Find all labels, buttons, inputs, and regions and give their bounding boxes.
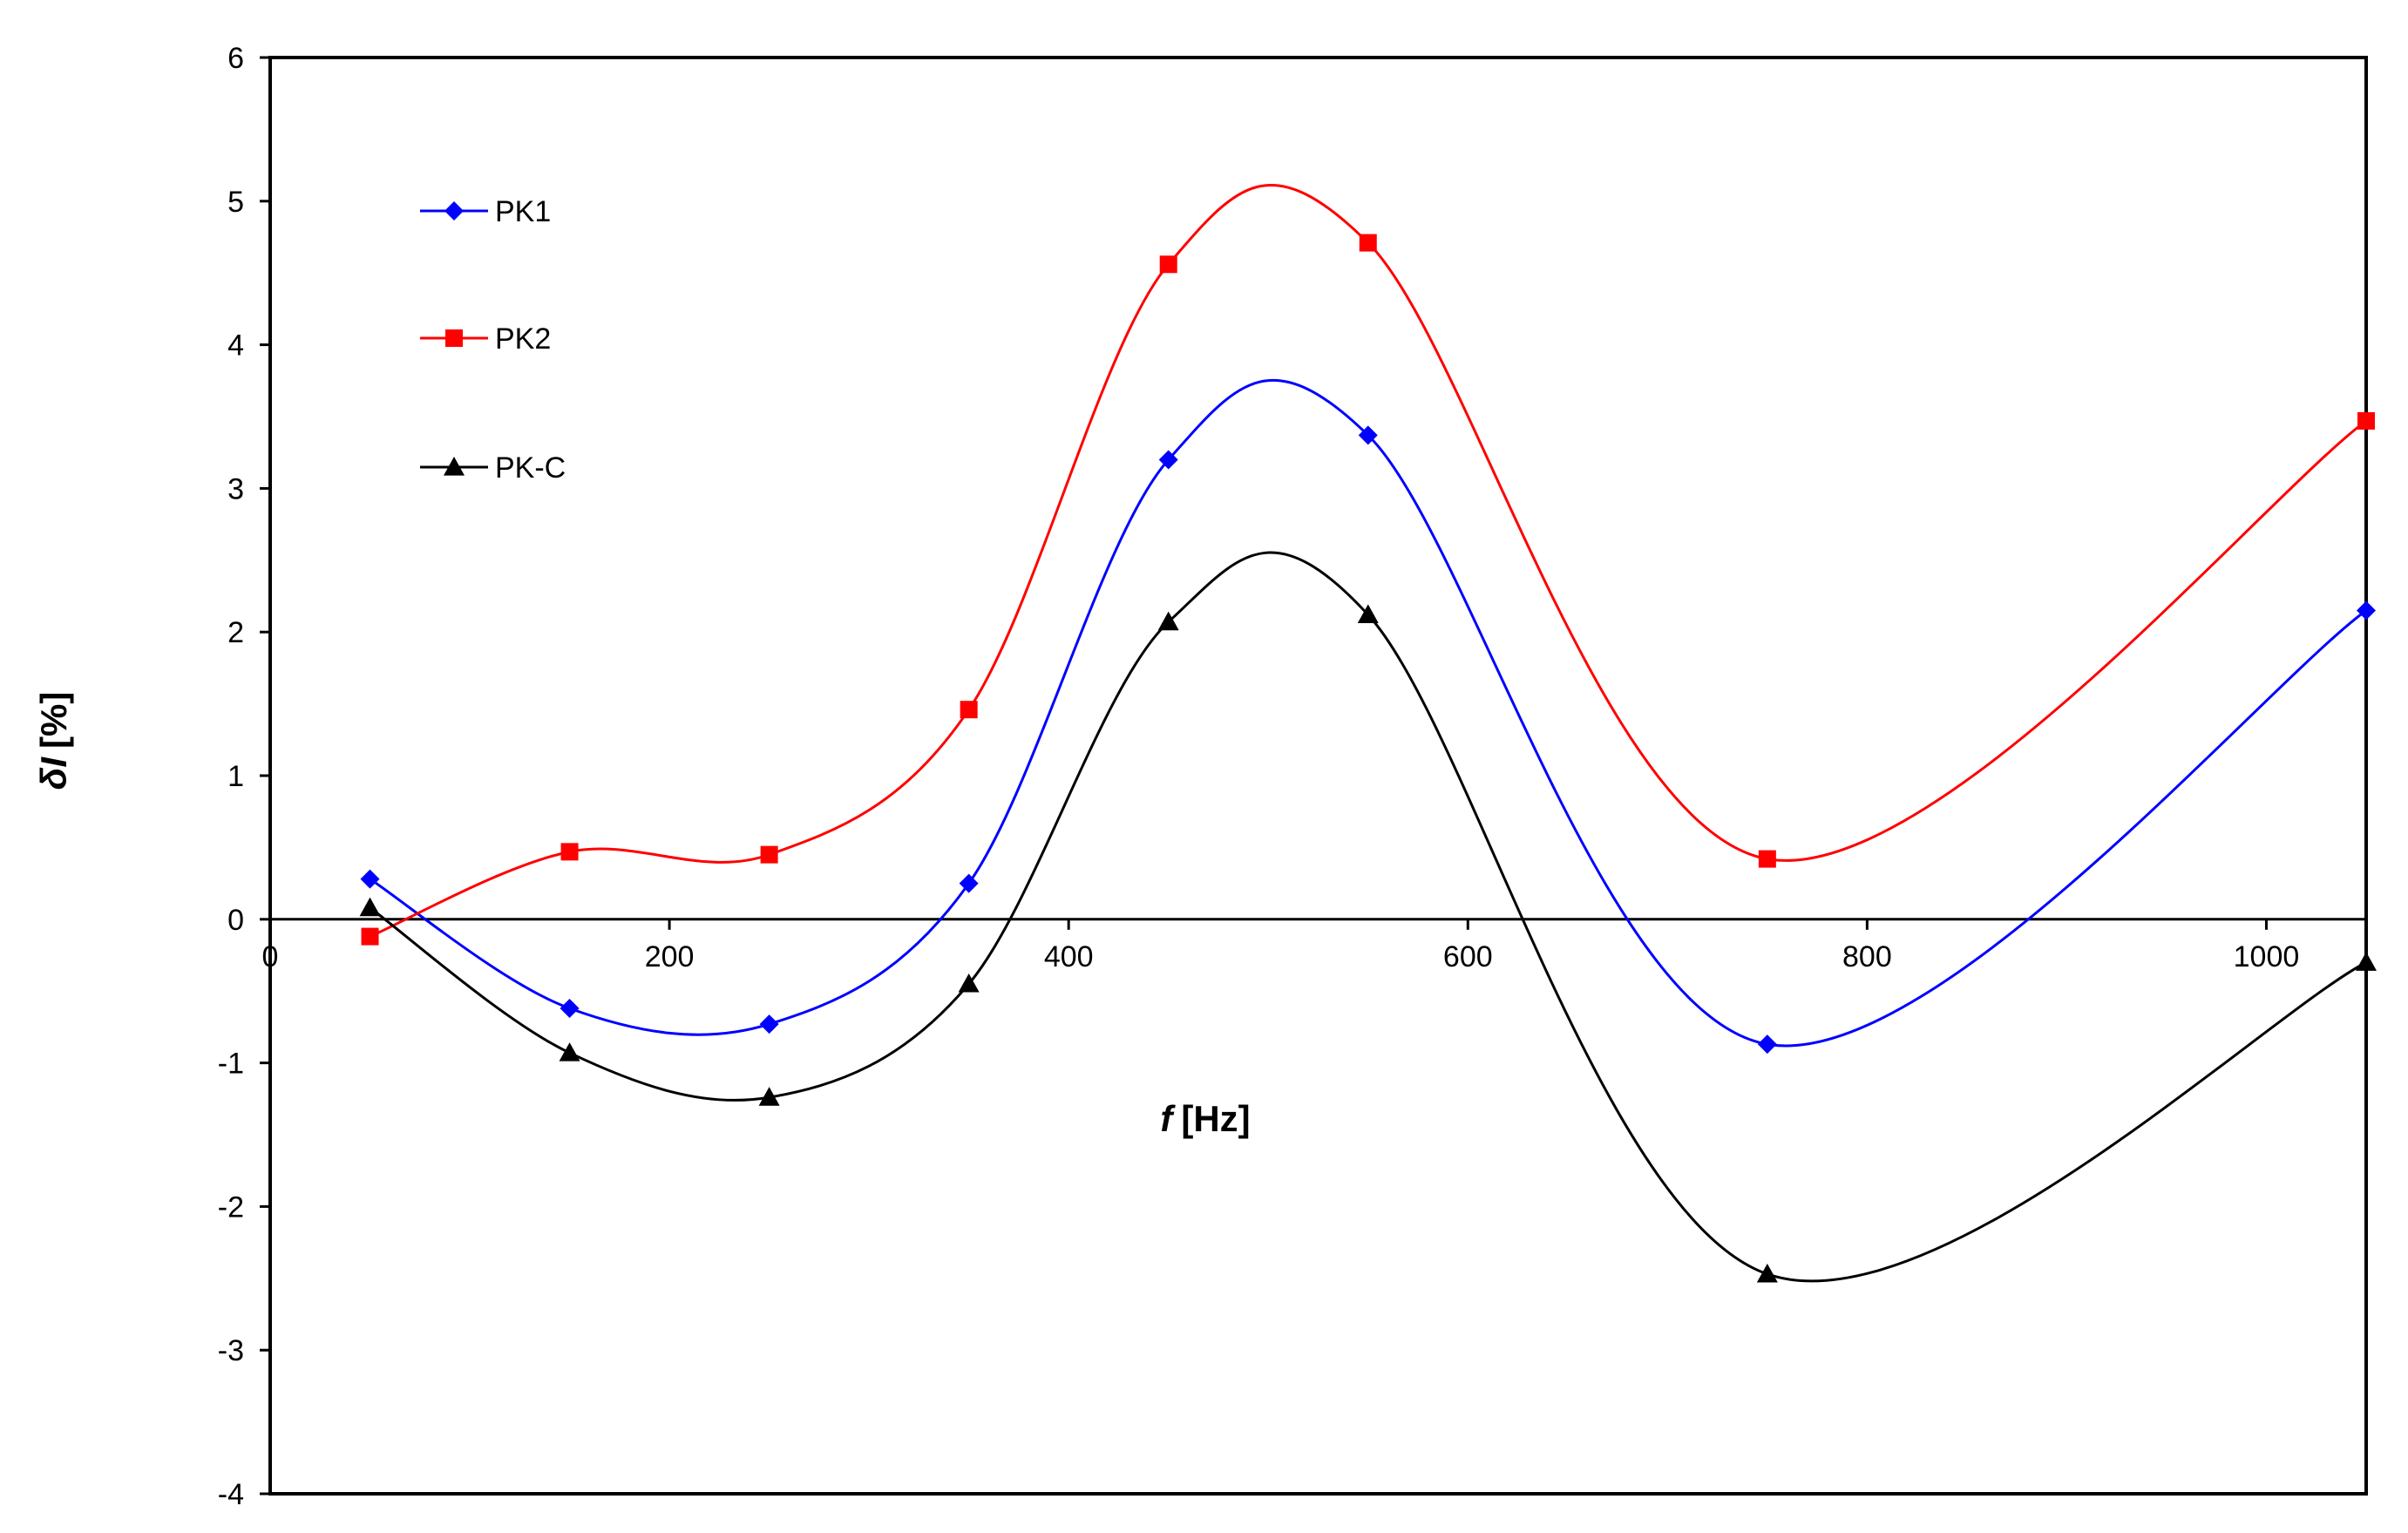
y-tick-label: 1 [227,760,244,793]
x-axis-title: f [Hz] [1160,1098,1250,1139]
data-point [359,897,381,917]
legend-label: PK-C [495,451,566,485]
data-point [760,845,778,864]
series-group [359,183,2377,1283]
y-tick-label: -2 [218,1190,244,1224]
y-tick-label: -4 [218,1478,244,1511]
y-tick-label: 0 [227,904,244,937]
data-point [560,998,580,1018]
y-tick-label: -3 [218,1334,244,1367]
plot-area [268,56,2368,1496]
x-tick-label: 0 [262,940,279,973]
legend-label: PK1 [495,195,551,228]
data-point [1159,255,1177,274]
x-axis-symbol: f [1160,1098,1176,1139]
y-tick-label: 5 [227,186,244,219]
x-tick-label: 600 [1443,940,1493,973]
data-point [958,973,980,993]
legend-item: PK2 [420,322,551,356]
series-line [369,183,2367,938]
x-tick-label: 800 [1842,940,1892,973]
y-axis-title: δI [%] [33,692,74,790]
legend-marker [444,201,464,220]
data-point [758,1087,780,1106]
data-point [759,1014,779,1034]
data-point [1359,234,1377,252]
data-point [1357,604,1379,624]
data-point [1158,450,1178,470]
data-point [1756,1263,1778,1283]
y-axis-symbol: δI [33,756,74,790]
data-point [2357,600,2376,621]
data-point [559,1042,580,1062]
legend-item: PK-C [420,451,566,485]
legend-label: PK2 [495,322,551,356]
data-point [1757,1034,1777,1055]
y-tick-label: 4 [227,329,244,363]
y-axis: -4 -3 -2 -1 0 1 2 3 4 5 6 [218,42,270,1511]
legend: PK1 PK2 PK-C [420,195,566,485]
data-point [960,701,978,719]
series-pk-c [359,551,2377,1283]
data-point [560,843,579,861]
y-tick-label: 6 [227,42,244,75]
x-tick-label: 1000 [2234,940,2300,973]
x-tick-label: 200 [645,940,695,973]
x-tick-label: 400 [1044,940,1094,973]
y-tick-label: 2 [227,616,244,649]
legend-marker [444,457,465,476]
series-line [369,378,2367,1048]
data-point [1157,611,1179,631]
data-point [1758,850,1776,868]
x-axis-unit: [Hz] [1181,1098,1250,1139]
y-axis-unit: [%] [33,692,74,749]
x-axis: 0 200 400 600 800 1000 [262,919,2300,973]
legend-item: PK1 [420,195,551,228]
series-pk1 [360,378,2376,1055]
data-point [360,869,380,889]
y-tick-label: -1 [218,1048,244,1081]
data-point [1358,425,1378,445]
series-line [369,551,2367,1283]
data-point [2357,411,2375,430]
series-pk2 [361,183,2375,946]
data-point [2356,952,2377,971]
y-tick-label: 3 [227,472,244,505]
data-point [959,873,979,893]
legend-marker [445,329,463,347]
data-point [361,927,379,946]
